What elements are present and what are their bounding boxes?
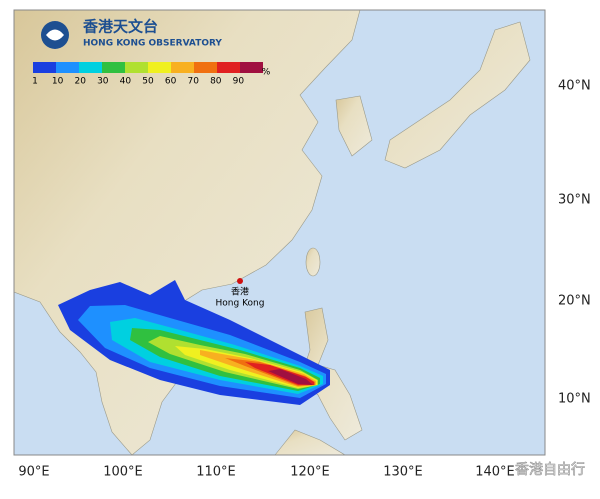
legend-label: 20: [74, 77, 86, 87]
logo-mark: [46, 29, 64, 41]
legend-swatch: [102, 62, 125, 73]
longitude-label: 140°E: [475, 465, 515, 480]
watermark: 香港自由行: [515, 462, 585, 478]
logo-title-zh: 香港天文台: [83, 18, 158, 36]
legend-label: 60: [165, 77, 177, 87]
legend-label: 10: [52, 77, 64, 87]
place-name-zh: 香港: [231, 286, 249, 298]
probability-swath: [58, 280, 330, 405]
legend-swatch: [56, 62, 79, 73]
latitude-label: 30°N: [558, 193, 591, 208]
legend-swatch: [33, 62, 56, 73]
latitude-label: 10°N: [558, 392, 591, 407]
longitude-label: 90°E: [18, 465, 49, 480]
legend-label: 40: [120, 77, 132, 87]
legend-label: 50: [142, 77, 154, 87]
legend-swatch: [125, 62, 148, 73]
longitude-label: 130°E: [383, 465, 423, 480]
place-name-en: Hong Kong: [216, 299, 265, 309]
legend-swatch: [171, 62, 194, 73]
latitude-label: 20°N: [558, 294, 591, 309]
legend-swatch: [240, 62, 263, 73]
longitude-label: 120°E: [290, 465, 330, 480]
logo-title-en: HONG KONG OBSERVATORY: [83, 39, 222, 49]
hong-kong-marker: [237, 278, 243, 284]
longitude-label: 110°E: [196, 465, 236, 480]
map-frame: [13, 9, 546, 456]
latitude-label: 40°N: [558, 79, 591, 94]
legend-unit: %: [262, 68, 271, 78]
legend-label: 30: [97, 77, 109, 87]
legend-swatch: [148, 62, 171, 73]
legend-label: 90: [233, 77, 245, 87]
legend-label: 1: [32, 77, 38, 87]
legend-swatch: [217, 62, 240, 73]
legend-swatch: [79, 62, 102, 73]
legend-label: 70: [187, 77, 199, 87]
legend-label: 80: [210, 77, 222, 87]
legend-swatch: [194, 62, 217, 73]
longitude-label: 100°E: [103, 465, 143, 480]
